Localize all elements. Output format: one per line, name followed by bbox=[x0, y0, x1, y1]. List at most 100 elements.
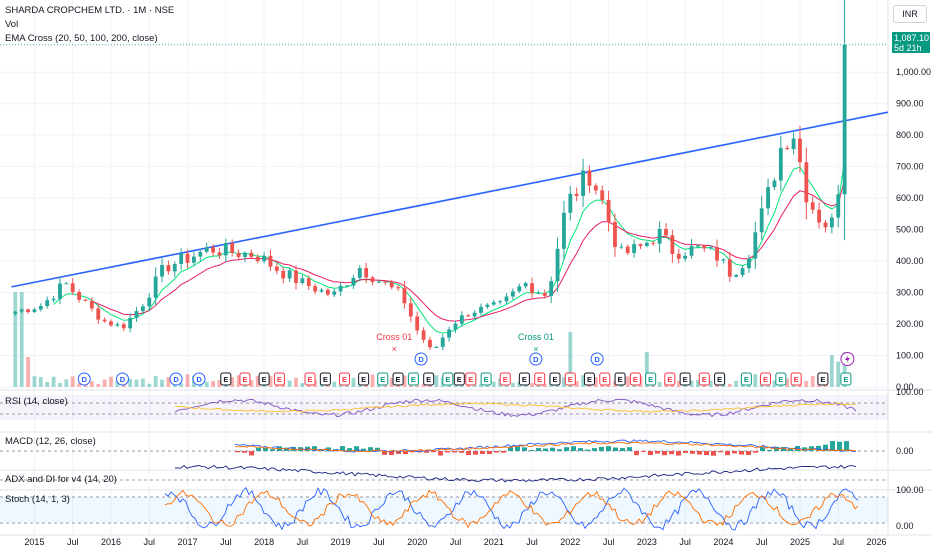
dividend-icon: D bbox=[590, 352, 604, 366]
earnings-box bbox=[760, 372, 772, 386]
candle bbox=[351, 274, 356, 290]
stoch-d-line bbox=[164, 489, 859, 529]
macd-hist-bar bbox=[683, 451, 688, 453]
macd-hist-bar bbox=[452, 451, 457, 453]
macd-hist-bar bbox=[753, 451, 758, 453]
candle-body bbox=[549, 281, 554, 296]
candles bbox=[0, 0, 888, 351]
candle bbox=[727, 251, 732, 282]
candle bbox=[121, 322, 126, 332]
candle-body bbox=[338, 285, 343, 292]
candle bbox=[160, 258, 164, 283]
macd-hist-bar bbox=[529, 449, 534, 451]
dividend-circle bbox=[169, 372, 183, 386]
currency-button[interactable]: INR bbox=[893, 5, 927, 23]
macd-hist-bar bbox=[256, 447, 261, 451]
volume-bar bbox=[625, 376, 630, 387]
macd-hist-bar bbox=[606, 446, 611, 451]
macd-hist-bar bbox=[844, 441, 849, 451]
candle bbox=[581, 158, 585, 208]
time-tick-label: Jul bbox=[220, 537, 232, 547]
earnings-box bbox=[377, 372, 389, 386]
candle bbox=[140, 303, 145, 314]
candle bbox=[523, 281, 528, 289]
lightning-icon bbox=[840, 352, 855, 366]
candle bbox=[568, 186, 573, 221]
earnings-letter: E bbox=[396, 375, 401, 384]
candle-body bbox=[734, 275, 739, 277]
macd-hist-bar bbox=[312, 446, 317, 451]
earnings-icon: E bbox=[775, 372, 787, 386]
earnings-box bbox=[664, 372, 676, 386]
earnings-box bbox=[319, 372, 331, 386]
volume-bar bbox=[179, 383, 184, 387]
volume-bar bbox=[115, 380, 120, 387]
volume-bar bbox=[753, 374, 758, 387]
countdown-value: 5d 21h bbox=[894, 43, 922, 53]
macd-hist-bar bbox=[662, 451, 667, 456]
candle-body bbox=[836, 194, 841, 218]
candle bbox=[243, 251, 247, 263]
candle-body bbox=[287, 270, 292, 279]
candle-body bbox=[491, 302, 496, 305]
cross-annotation-1: Cross 01 × bbox=[518, 332, 554, 354]
candle bbox=[836, 184, 841, 228]
candle-body bbox=[510, 291, 515, 297]
price-tick-label: 900.00 bbox=[896, 99, 924, 109]
volume-bar bbox=[689, 380, 694, 387]
indicator-tick-label: 100.00 bbox=[896, 485, 924, 495]
candle bbox=[166, 260, 171, 275]
candle-body bbox=[192, 256, 196, 263]
macd-hist-bar bbox=[760, 447, 765, 451]
price-tick-label: 100.00 bbox=[896, 351, 924, 361]
volume-bar bbox=[402, 375, 407, 387]
candle-body bbox=[632, 244, 637, 253]
dividend-letter: D bbox=[418, 355, 424, 364]
candle bbox=[281, 267, 286, 284]
earnings-box bbox=[817, 372, 829, 386]
price-tick-label: 600.00 bbox=[896, 193, 924, 203]
candle bbox=[313, 283, 318, 295]
earnings-letter: E bbox=[648, 375, 653, 384]
earnings-icon: E bbox=[549, 372, 561, 386]
candle-body bbox=[408, 303, 413, 317]
candle-body bbox=[140, 306, 145, 312]
candle bbox=[185, 249, 190, 269]
candle-body bbox=[753, 232, 758, 259]
earnings-letter: E bbox=[683, 375, 688, 384]
candle-body bbox=[262, 255, 267, 262]
earnings-box bbox=[304, 372, 316, 386]
candle-body bbox=[421, 330, 426, 340]
candle-body bbox=[581, 170, 585, 196]
candle bbox=[19, 308, 24, 314]
candle bbox=[600, 185, 605, 205]
macd-hist-bar bbox=[396, 451, 401, 454]
candle bbox=[440, 334, 445, 351]
earnings-box bbox=[714, 372, 726, 386]
candle bbox=[172, 261, 177, 278]
volume-bar bbox=[294, 377, 298, 387]
time-tick-label: 2018 bbox=[254, 537, 274, 547]
candle bbox=[804, 147, 809, 220]
macd-hist-bar bbox=[249, 451, 254, 456]
macd-hist-bar bbox=[466, 451, 471, 456]
earnings-box bbox=[480, 372, 492, 386]
candle bbox=[153, 267, 158, 306]
candle bbox=[434, 345, 439, 348]
candle bbox=[702, 244, 707, 252]
macd-hist-bar bbox=[417, 451, 422, 453]
earnings-box bbox=[358, 372, 370, 386]
macd-hist-bar bbox=[501, 451, 506, 453]
candle bbox=[504, 293, 509, 305]
candle-body bbox=[211, 247, 215, 253]
macd-hist-bar bbox=[746, 451, 751, 455]
dividend-letter: D bbox=[173, 375, 179, 384]
candle bbox=[772, 177, 777, 190]
earnings-icon: E bbox=[273, 372, 285, 386]
candle bbox=[134, 306, 139, 322]
candle bbox=[829, 213, 834, 234]
earnings-letter: E bbox=[308, 375, 313, 384]
time-tick-label: 2015 bbox=[24, 537, 44, 547]
candle bbox=[676, 248, 681, 264]
